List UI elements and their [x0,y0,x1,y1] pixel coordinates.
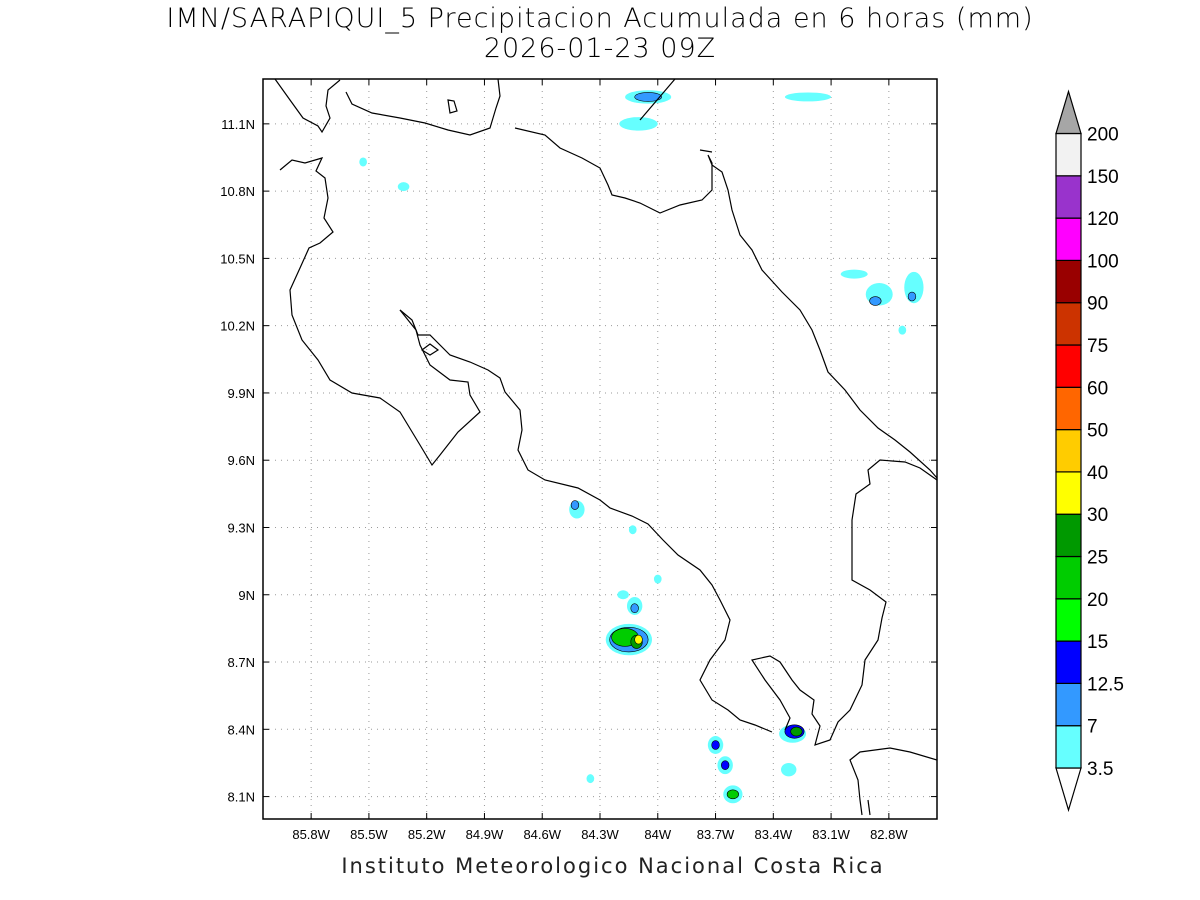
map-valid-time: 2026-01-23 09Z [483,33,717,64]
footer-credit: Instituto Meteorologico Nacional Costa R… [341,854,885,878]
longitude-axis: 85.8W 85.5W 85.2W 84.9W 84.6W 84.3W 84W 83.7W 83… [292,79,908,842]
lon-tick-label: 83.1W [812,827,850,842]
lon-tick-label: 85.2W [408,827,446,842]
precip-cell [840,269,868,279]
lon-tick-label: 85.5W [350,827,388,842]
precip-cell [869,296,882,306]
colorbar-segment [1055,175,1082,219]
colorbar-level-label: 15 [1087,632,1108,653]
colorbar-segment [1055,132,1082,177]
lon-tick-label: 82.8W [870,827,908,842]
colorbar-segment [1055,725,1082,769]
colorbar-level-label: 12.5 [1087,674,1124,695]
lat-tick-label: 9N [238,588,255,603]
lat-tick-label: 9.3N [228,520,255,535]
precip-field [359,90,924,804]
lat-tick-label: 9.6N [228,453,255,468]
precip-cell [630,603,639,613]
precip-cell [397,182,410,192]
colorbar-level-label: 90 [1087,294,1108,315]
lat-tick-label: 8.1N [228,790,255,805]
lat-tick-label: 8.4N [228,722,255,737]
colorbar-segment [1055,302,1082,346]
precip-cell [781,762,797,777]
colorbar-segment [1055,429,1082,473]
colorbar-level-label: 3.5 [1087,759,1113,780]
precip-cell [359,157,367,167]
colorbar: 3.5 7 12.5 15 20 25 30 40 50 60 75 90 100 120 150 200 [1055,89,1124,813]
precip-cell [898,325,907,335]
colorbar-level-label: 50 [1087,421,1108,442]
map-frame [262,78,938,820]
colorbar-segment [1055,386,1082,431]
colorbar-segment [1055,471,1082,515]
colorbar-segment [1055,598,1082,642]
lat-tick-label: 10.5N [220,251,255,266]
colorbar-level-label: 150 [1087,167,1119,188]
map-gridlines [263,79,937,819]
precip-cell [628,525,637,535]
map-title: IMN/SARAPIQUI_5 Precipitacion Acumulada … [166,3,1034,34]
latitude-axis: 11.1N 10.8N 10.5N 10.2N 9.9N 9.6N 9.3N 9N 8.7N 8.… [220,117,937,805]
precip-cell [784,92,832,102]
lon-tick-label: 84.3W [581,827,619,842]
colorbar-level-label: 40 [1087,463,1108,484]
precip-cell [726,789,739,800]
precip-cell [617,590,629,600]
precip-cell [619,117,658,131]
lat-tick-label: 9.9N [228,386,255,401]
lat-tick-label: 8.7N [228,655,255,670]
colorbar-level-label: 25 [1087,548,1108,569]
colorbar-level-label: 75 [1087,336,1108,357]
colorbar-level-label: 200 [1087,125,1119,146]
precip-cell [907,291,917,302]
precip-cell [634,634,643,645]
colorbar-segment [1055,555,1082,600]
precip-cell [570,500,580,510]
colorbar-segment [1055,682,1082,727]
colorbar-segment [1055,259,1082,304]
colorbar-segment [1055,344,1082,388]
precip-cell [721,760,730,770]
lat-tick-label: 10.8N [220,184,255,199]
colorbar-level-label: 30 [1087,505,1108,526]
precip-cell [790,726,803,737]
colorbar-segment [1055,217,1082,262]
lon-tick-label: 84.6W [523,827,561,842]
colorbar-segment [1055,513,1082,558]
colorbar-under-arrow [1055,767,1082,813]
colorbar-level-label: 100 [1087,251,1119,272]
precip-cell [711,740,720,750]
colorbar-level-label: 7 [1087,717,1098,738]
lat-tick-label: 10.2N [220,319,255,334]
precip-cell [653,574,662,584]
colorbar-segment [1055,640,1082,684]
lon-tick-label: 83.4W [755,827,793,842]
lon-tick-label: 84W [644,827,671,842]
precip-cell [634,92,662,102]
coastline-borders [274,79,937,816]
lon-tick-label: 83.7W [697,827,735,842]
colorbar-level-label: 20 [1087,590,1108,611]
precip-cell [586,774,595,784]
lat-tick-label: 11.1N [221,117,255,132]
lon-tick-label: 84.9W [466,827,504,842]
lon-tick-label: 85.8W [292,827,330,842]
colorbar-level-label: 120 [1087,209,1119,230]
colorbar-level-label: 60 [1087,378,1108,399]
colorbar-over-arrow [1055,89,1082,135]
